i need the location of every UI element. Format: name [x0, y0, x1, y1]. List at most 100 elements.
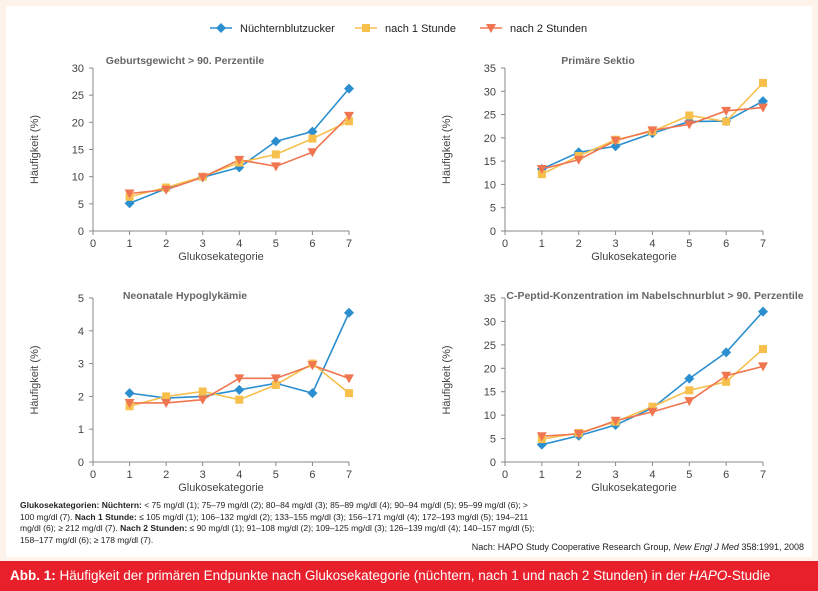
- legend-item: nach 2 Stunden: [480, 23, 587, 35]
- x-tick-label: 2: [163, 469, 169, 481]
- y-tick-label: 0: [78, 226, 84, 238]
- y-tick-label: 15: [72, 145, 84, 157]
- data-point: [759, 345, 767, 354]
- x-tick-label: 3: [613, 238, 619, 250]
- data-point: [234, 155, 245, 165]
- chart-title: C-Peptid-Konzentration im Nabelschnurblu…: [506, 290, 803, 302]
- x-axis-label: Glukosekategorie: [591, 251, 677, 263]
- y-tick-label: 10: [72, 172, 84, 184]
- data-point: [307, 126, 318, 137]
- data-point: [722, 377, 731, 386]
- legend-marker: [216, 23, 226, 33]
- chart-title: Geburtsgewicht > 90. Perzentile: [106, 55, 265, 67]
- chart-panel: 0 5 10 15 20 25 30 0 1 2 3 4 5 6 7 Geburtsgewicht > 90.…: [29, 55, 354, 263]
- data-point: [271, 150, 280, 159]
- data-point: [684, 120, 695, 130]
- data-point: [536, 165, 547, 175]
- y-tick-label: 10: [484, 410, 496, 422]
- data-point: [758, 306, 768, 317]
- footnote-heading-1h: Nach 1 Stunde:: [74, 511, 137, 522]
- data-point: [124, 398, 135, 408]
- data-point: [721, 371, 732, 381]
- data-point: [270, 162, 281, 172]
- data-point: [684, 373, 695, 384]
- y-tick-label: 20: [72, 117, 84, 129]
- legend-marker: [486, 24, 496, 33]
- x-tick-label: 2: [576, 469, 582, 481]
- data-point: [344, 307, 354, 318]
- y-tick-label: 1: [78, 424, 84, 436]
- data-point: [124, 198, 135, 209]
- data-point: [759, 78, 767, 87]
- data-point: [234, 374, 245, 384]
- x-tick-label: 0: [502, 238, 508, 250]
- data-point: [648, 402, 657, 411]
- footnote-text-fasting: < 75 mg/dl (1); 75–79 mg/dl (2); 80–84 m…: [20, 500, 528, 522]
- data-point: [573, 429, 584, 439]
- chart-panel: 0 5 10 15 20 25 30 35 0 1 2 3 4 5 6 7 C-Peptid-Konzentra…: [441, 290, 804, 494]
- chart-title: Primäre Sektio: [561, 55, 635, 67]
- x-tick-label: 3: [613, 469, 619, 481]
- x-axis-label: Glukosekategorie: [178, 482, 264, 494]
- source-suffix: 358:1991, 2008: [738, 542, 804, 552]
- data-point: [197, 173, 208, 183]
- y-tick-label: 5: [490, 203, 496, 215]
- y-tick-label: 25: [484, 110, 496, 122]
- x-axis-label: Glukosekategorie: [591, 482, 677, 494]
- y-tick-label: 3: [78, 359, 84, 371]
- chart-panel: 0 1 2 3 4 5 0 1 2 3 4 5 6 7 Neonatale Hypoglykämie Gluk…: [29, 290, 354, 494]
- x-tick-label: 0: [90, 469, 96, 481]
- source-citation: Nach: HAPO Study Cooperative Research Gr…: [472, 542, 804, 552]
- x-tick-label: 5: [686, 469, 692, 481]
- data-point: [684, 397, 695, 407]
- y-tick-label: 35: [484, 63, 496, 75]
- y-tick-label: 20: [484, 363, 496, 375]
- y-tick-label: 35: [484, 293, 496, 305]
- x-tick-label: 1: [127, 469, 133, 481]
- legend-label: nach 2 Stunden: [510, 23, 587, 35]
- footnote-heading-2h: Nach 2 Stunden:: [120, 523, 188, 533]
- data-point: [235, 395, 244, 404]
- x-tick-label: 0: [502, 469, 508, 481]
- data-point: [162, 392, 171, 401]
- y-axis-label: Häufigkeit (%): [29, 115, 41, 184]
- data-point: [610, 136, 621, 146]
- x-tick-label: 0: [90, 238, 96, 250]
- y-tick-label: 0: [490, 226, 496, 238]
- caption-text-after: -Studie: [727, 568, 771, 583]
- y-axis-label: Häufigkeit (%): [441, 115, 453, 184]
- data-point: [345, 389, 353, 398]
- x-tick-label: 6: [723, 238, 729, 250]
- x-tick-label: 3: [200, 469, 206, 481]
- y-tick-label: 0: [78, 457, 84, 469]
- data-point: [344, 83, 354, 94]
- legend-marker: [362, 24, 370, 32]
- data-point: [198, 387, 207, 396]
- y-tick-label: 4: [78, 326, 84, 338]
- x-tick-label: 1: [127, 238, 133, 250]
- x-tick-label: 5: [273, 238, 279, 250]
- footnote-text-1h: ≤ 105 mg/dl (1); 106–132 mg/dl (2); 133–…: [20, 511, 529, 534]
- data-point: [758, 362, 768, 372]
- data-point: [610, 141, 621, 152]
- y-tick-label: 5: [78, 199, 84, 211]
- data-point: [344, 111, 354, 121]
- x-tick-label: 2: [163, 238, 169, 250]
- data-point: [610, 416, 621, 426]
- y-tick-label: 30: [484, 316, 496, 328]
- data-point: [161, 398, 172, 408]
- glucose-category-footnote: Glukosekategorien: Nüchtern: < 75 mg/dl …: [20, 500, 540, 546]
- x-tick-label: 5: [686, 238, 692, 250]
- y-tick-label: 30: [484, 86, 496, 98]
- data-point: [536, 432, 547, 442]
- x-tick-label: 1: [539, 469, 545, 481]
- y-tick-label: 25: [72, 90, 84, 102]
- y-tick-label: 15: [484, 387, 496, 399]
- x-tick-label: 4: [649, 238, 655, 250]
- data-point: [270, 136, 281, 147]
- x-tick-label: 7: [760, 469, 766, 481]
- data-point: [685, 386, 694, 395]
- x-axis-label: Glukosekategorie: [178, 251, 264, 263]
